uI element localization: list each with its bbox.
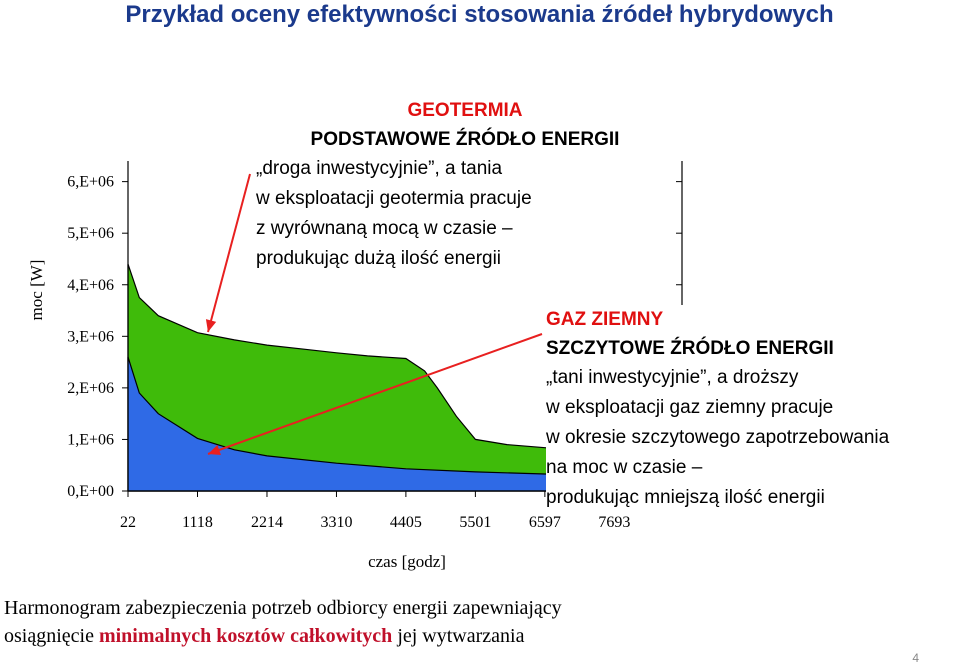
footer-line-1: Harmonogram zabezpieczenia potrzeb odbio… xyxy=(4,597,562,619)
x-tick-label: 4405 xyxy=(390,514,422,531)
geothermal-line: w eksploatacji geotermia pracuje xyxy=(256,188,532,209)
y-axis-title: moc [W] xyxy=(27,260,46,321)
geothermal-heading: GEOTERMIA xyxy=(407,100,523,121)
footer-caption: Harmonogram zabezpieczenia potrzeb odbio… xyxy=(4,594,562,650)
gas-line: w eksploatacji gaz ziemny pracuje xyxy=(546,397,834,418)
gas-line: na moc w czasie – xyxy=(546,457,703,478)
gas-line: produkując mniejszą ilość energii xyxy=(546,487,825,508)
x-tick-label: 1118 xyxy=(182,514,213,531)
y-tick-label: 6,E+06 xyxy=(67,174,114,191)
gas-line: „tani inwestycyjnie”, a droższy xyxy=(546,367,799,388)
footer-line-2-end: jej wytwarzania xyxy=(392,625,525,647)
x-tick-label: 6597 xyxy=(529,514,561,531)
x-tick-label: 3310 xyxy=(320,514,352,531)
x-tick-label: 7693 xyxy=(598,514,630,531)
y-tick-label: 0,E+00 xyxy=(67,483,114,500)
gas-line: w okresie szczytowego zapotrzebowania xyxy=(546,427,890,448)
gas-arrow xyxy=(207,333,543,455)
geothermal-annotation: GEOTERMIA PODSTAWOWE ŹRÓDŁO ENERGII „dro… xyxy=(256,96,674,274)
y-tick-label: 2,E+06 xyxy=(67,380,114,397)
footer-line-2-start: osiągnięcie xyxy=(4,625,99,647)
annotation-arrows xyxy=(205,173,543,455)
footer-emphasis: minimalnych kosztów całkowitych xyxy=(98,625,393,647)
y-tick-label: 1,E+06 xyxy=(67,431,114,448)
x-axis-ticks: 22 1118 2214 3310 4405 5501 6597 7693 xyxy=(120,491,630,531)
geothermal-line: z wyrównaną mocą w czasie – xyxy=(256,218,513,239)
y-tick-label: 5,E+06 xyxy=(67,225,114,242)
gas-subheading: SZCZYTOWE ŹRÓDŁO ENERGII xyxy=(546,338,834,359)
gas-heading: GAZ ZIEMNY xyxy=(546,309,664,330)
gas-annotation: GAZ ZIEMNY SZCZYTOWE ŹRÓDŁO ENERGII „tan… xyxy=(546,305,959,513)
footer-line-2: osiągnięcie minimalnych kosztów całkowit… xyxy=(4,622,562,650)
x-tick-label: 22 xyxy=(120,514,136,531)
geothermal-line: produkując dużą ilość energii xyxy=(256,248,502,269)
y-tick-label: 3,E+06 xyxy=(67,328,114,345)
x-tick-label: 5501 xyxy=(459,514,491,531)
page-number: 4 xyxy=(912,651,919,665)
geothermal-subheading: PODSTAWOWE ŹRÓDŁO ENERGII xyxy=(310,129,620,150)
y-tick-label: 4,E+06 xyxy=(67,277,114,294)
x-axis-title: czas [godz] xyxy=(368,552,446,571)
geothermal-arrow xyxy=(205,173,251,333)
y-axis-ticks: 0,E+00 1,E+06 2,E+06 3,E+06 4,E+06 5,E+06 6,E+… xyxy=(67,174,682,500)
geothermal-line: „droga inwestycyjnie”, a tania xyxy=(256,158,503,179)
slide-title: Przykład oceny efektywności stosowania ź… xyxy=(125,1,834,28)
x-tick-label: 2214 xyxy=(251,514,283,531)
